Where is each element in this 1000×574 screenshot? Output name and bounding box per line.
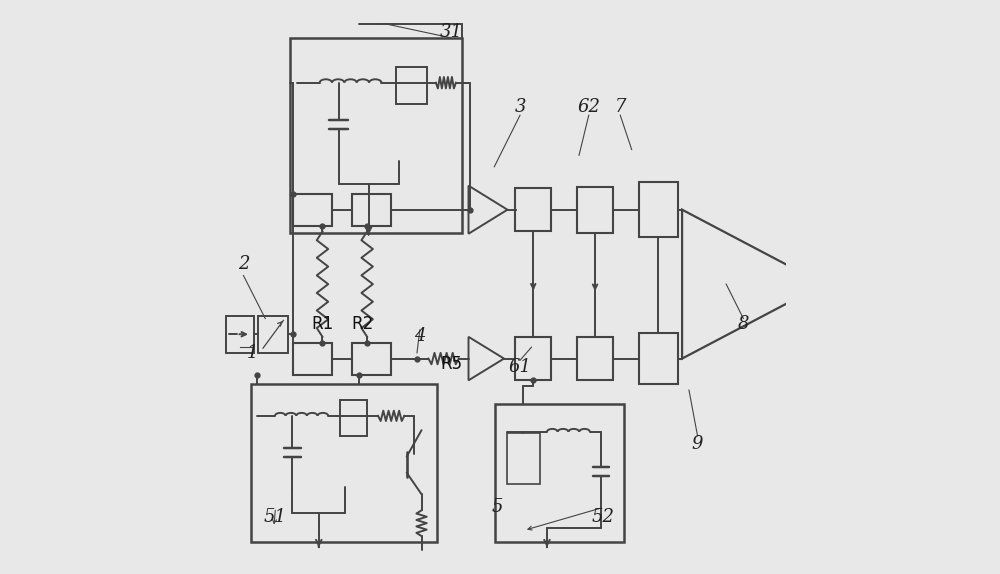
Bar	[258, 316, 288, 353]
Bar	[290, 38, 462, 232]
Bar	[639, 182, 678, 237]
Text: 61: 61	[509, 358, 532, 376]
Bar	[577, 187, 613, 232]
Bar	[577, 337, 613, 381]
Bar	[251, 385, 437, 542]
Bar	[495, 405, 624, 542]
Text: 7: 7	[614, 98, 626, 115]
Bar	[352, 193, 391, 226]
Text: R2: R2	[351, 315, 374, 333]
Text: R5: R5	[440, 355, 462, 373]
Bar	[639, 333, 678, 384]
Text: 4: 4	[414, 327, 426, 344]
Text: 52: 52	[592, 508, 615, 526]
Text: 8: 8	[738, 315, 749, 333]
Bar	[515, 188, 551, 231]
Text: 31: 31	[440, 23, 463, 41]
Text: R1: R1	[311, 315, 334, 333]
Text: 1: 1	[247, 344, 258, 362]
Bar	[396, 67, 427, 104]
Text: 2: 2	[238, 255, 249, 273]
Text: 5: 5	[491, 498, 503, 517]
Text: 3: 3	[514, 98, 526, 115]
Bar	[226, 316, 254, 353]
Bar	[352, 343, 391, 375]
Bar	[293, 343, 332, 375]
Text: 62: 62	[577, 98, 600, 115]
Bar	[293, 193, 332, 226]
Bar	[340, 401, 367, 436]
Bar	[515, 337, 551, 381]
Text: 51: 51	[264, 508, 287, 526]
Bar	[507, 433, 540, 484]
Text: 9: 9	[692, 436, 703, 453]
